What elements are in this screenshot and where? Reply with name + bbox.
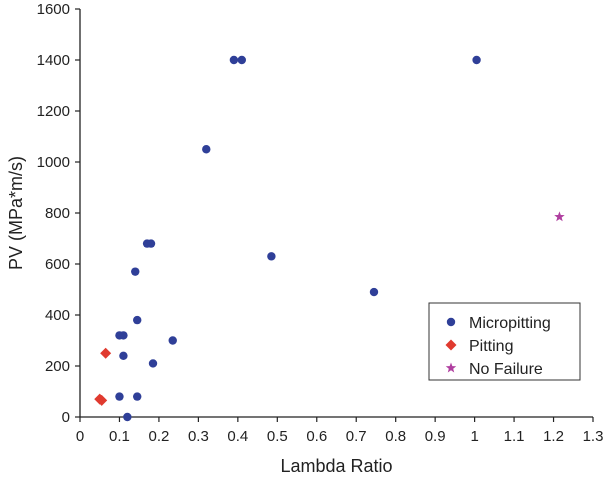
micropitting-point: [115, 392, 124, 401]
y-tick-label: 200: [45, 358, 70, 375]
legend-micropitting-label: Micropitting: [469, 315, 551, 332]
micropitting-point: [119, 331, 128, 340]
micropitting-point: [369, 287, 379, 297]
x-tick-label: 0.8: [385, 428, 406, 445]
x-tick-label: 0.2: [148, 428, 169, 445]
y-tick-label: 1600: [37, 1, 70, 18]
x-tick-label: 1.1: [504, 428, 525, 445]
legend: Micropitting Pitting No Failure: [428, 302, 581, 381]
no-failure-point: [554, 211, 565, 222]
micropitting-point: [168, 336, 177, 345]
y-tick-label: 1000: [37, 154, 70, 171]
legend-items: Micropitting Pitting No Failure: [445, 315, 551, 378]
y-tick-label: 1200: [37, 103, 70, 120]
micropitting-point: [202, 145, 211, 154]
y-axis-title: PV (MPa*m/s): [6, 156, 26, 270]
x-tick-label: 1.2: [543, 428, 564, 445]
micropitting-point: [131, 267, 140, 276]
x-tick-label: 1.3: [583, 428, 604, 445]
micropitting-point: [267, 252, 276, 261]
legend-no-failure-label: No Failure: [469, 361, 543, 378]
micropitting-point: [146, 239, 156, 248]
x-axis-ticks: 0 0.1 0.2 0.3 0.4 0.5 0.6 0.7 0.8 0.9 1 1.1 1.2 1.3: [76, 417, 604, 445]
y-tick-label: 1400: [37, 52, 70, 69]
x-tick-label: 0.3: [188, 428, 209, 445]
legend-micropitting-marker: [446, 317, 456, 327]
legend-no-failure-marker: [445, 362, 457, 373]
pitting-point: [100, 347, 112, 359]
micropitting-point: [119, 351, 128, 360]
micropitting-point: [472, 55, 481, 65]
micropitting-point: [123, 412, 132, 422]
micropitting-point: [148, 359, 158, 368]
x-tick-label: 0.1: [109, 428, 130, 445]
x-tick-label: 0.4: [227, 428, 248, 445]
y-tick-label: 0: [62, 409, 70, 426]
x-tick-label: 1: [470, 428, 478, 445]
x-tick-label: 0.9: [425, 428, 446, 445]
micropitting-point: [237, 55, 246, 65]
micropitting-point: [133, 315, 142, 325]
data-points: [94, 55, 565, 422]
micropitting-point: [133, 392, 142, 401]
y-axis-ticks: 0 200 400 600 800 1000 1200 1400 1600: [37, 1, 80, 426]
x-tick-label: 0.5: [267, 428, 288, 445]
pitting-point: [96, 394, 108, 406]
micropitting-point: [229, 55, 239, 65]
legend-pitting-label: Pitting: [469, 338, 513, 355]
legend-pitting-marker: [445, 339, 457, 351]
y-tick-label: 600: [45, 256, 70, 273]
x-tick-label: 0.6: [306, 428, 327, 445]
x-tick-label: 0: [76, 428, 84, 445]
x-axis-title: Lambda Ratio: [280, 456, 392, 476]
y-tick-label: 400: [45, 307, 70, 324]
x-tick-label: 0.7: [346, 428, 367, 445]
y-tick-label: 800: [45, 205, 70, 222]
